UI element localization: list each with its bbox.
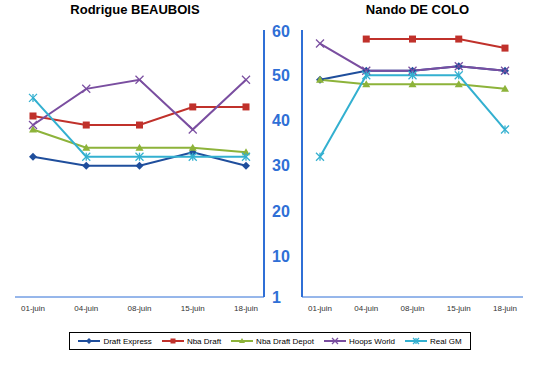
svg-text:20: 20	[272, 203, 290, 220]
html-text:Nba Draft Depot: Nba Draft Depot	[256, 336, 314, 346]
svg-text:18-juin: 18-juin	[234, 304, 258, 313]
svg-text:60: 60	[272, 23, 290, 40]
svg-text:30: 30	[272, 157, 290, 174]
html-text:Hoops World: Hoops World	[348, 336, 395, 346]
html-text:Real GM: Real GM	[430, 336, 462, 346]
svg-text:15-juin: 15-juin	[181, 304, 205, 313]
svg-text:04-juin: 04-juin	[74, 304, 98, 313]
svg-text:08-juin: 08-juin	[127, 304, 151, 313]
svg-text:50: 50	[272, 67, 290, 84]
html-text:Nba Draft: Nba Draft	[186, 336, 222, 346]
html-text:Nando DE COLO: Nando DE COLO	[365, 2, 470, 17]
svg-text:04-juin: 04-juin	[354, 304, 378, 313]
html-text:Draft Express: Draft Express	[103, 336, 152, 346]
svg-text:18-juin: 18-juin	[493, 304, 517, 313]
html-text:Rodrigue BEAUBOIS: Rodrigue BEAUBOIS	[70, 2, 200, 17]
svg-text:01-juin: 01-juin	[21, 304, 45, 313]
svg-text:40: 40	[272, 112, 290, 129]
svg-text:10: 10	[272, 248, 290, 265]
svg-text:01-juin: 01-juin	[308, 304, 332, 313]
svg-text:1: 1	[272, 289, 281, 306]
svg-text:08-juin: 08-juin	[400, 304, 424, 313]
svg-text:15-juin: 15-juin	[447, 304, 471, 313]
